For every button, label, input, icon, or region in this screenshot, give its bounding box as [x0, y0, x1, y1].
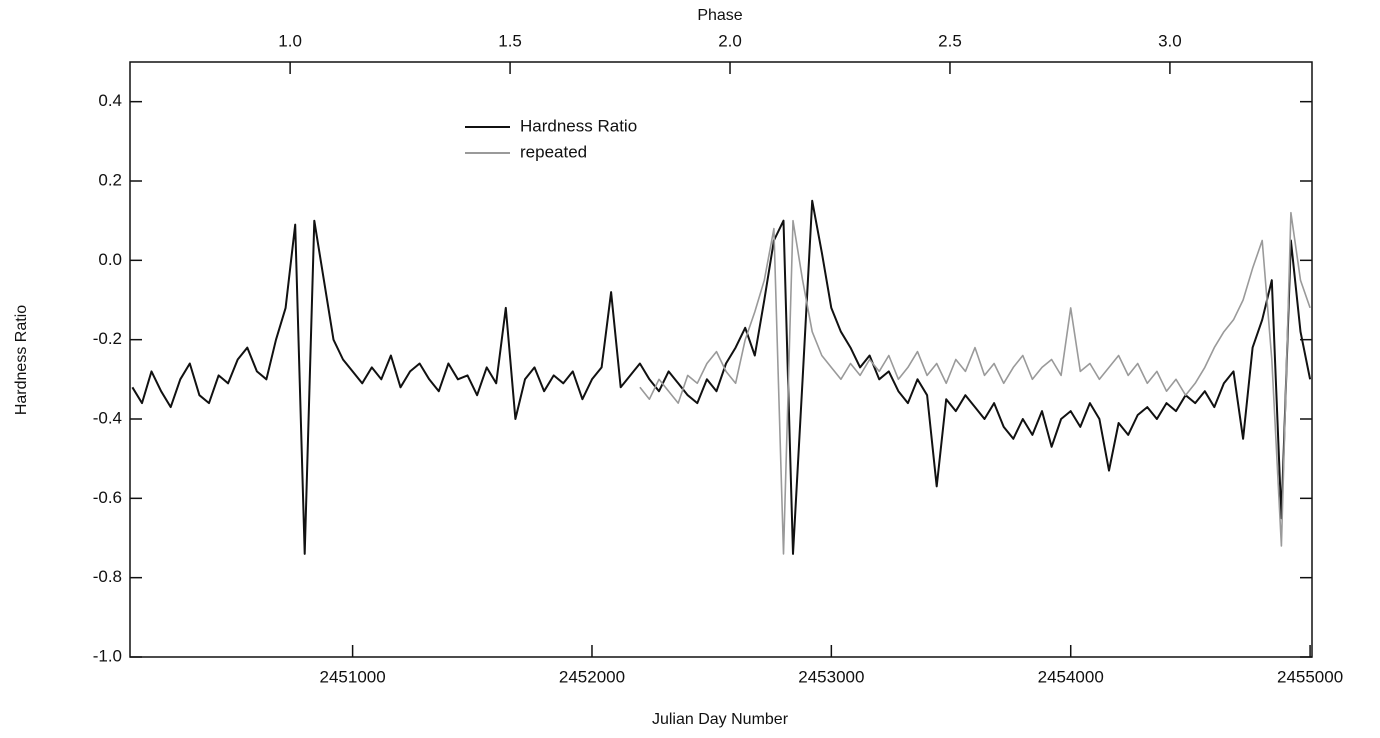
data-line — [131, 199, 1312, 555]
x-tick-label: 2452000 — [559, 667, 625, 686]
y-tick-label: -1.0 — [93, 646, 122, 665]
x2-axis-label: Phase — [697, 7, 742, 24]
x-tick-label: 2451000 — [320, 667, 386, 686]
x2-tick-label: 2.5 — [938, 31, 962, 50]
x-tick-label: 2453000 — [798, 667, 864, 686]
y-tick-label: 0.2 — [98, 170, 122, 189]
y-tick-label: -0.4 — [93, 408, 122, 427]
x2-tick-label: 1.0 — [278, 31, 302, 50]
y-tick-label: 0.0 — [98, 250, 122, 269]
data-line — [639, 211, 1311, 555]
x-tick-label: 2455000 — [1277, 667, 1343, 686]
y-axis-label: Hardness Ratio — [13, 305, 30, 415]
y-tick-label: 0.4 — [98, 91, 122, 110]
x2-tick-label: 3.0 — [1158, 31, 1182, 50]
x2-tick-label: 1.5 — [498, 31, 522, 50]
x-tick-label: 2454000 — [1038, 667, 1104, 686]
legend-label: repeated — [520, 142, 587, 161]
x-axis-label: Julian Day Number — [652, 711, 789, 728]
legend-label: Hardness Ratio — [520, 116, 637, 135]
y-tick-label: -0.6 — [93, 488, 122, 507]
x2-tick-label: 2.0 — [718, 31, 742, 50]
plot-frame — [129, 61, 1313, 658]
y-tick-label: -0.2 — [93, 329, 122, 348]
y-tick-label: -0.8 — [93, 567, 122, 586]
